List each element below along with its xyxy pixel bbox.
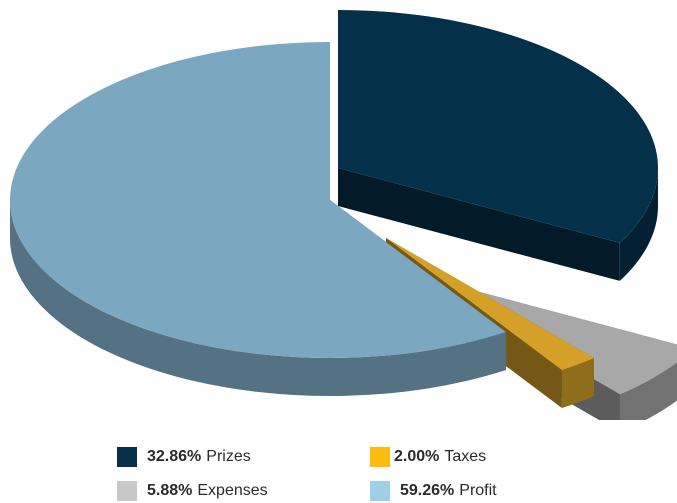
- pie-side-profit: [10, 200, 506, 397]
- legend-item-prizes: 32.86% Prizes: [117, 447, 251, 467]
- legend-item-expenses: 5.88% Expenses: [117, 481, 268, 501]
- legend-swatch-expenses: [117, 481, 137, 501]
- pie-side-taxes: [561, 358, 594, 409]
- legend-value-taxes: 2.00%: [394, 448, 440, 465]
- pie-slice-profit: [9, 42, 506, 397]
- pie-side-prizes: [619, 168, 658, 281]
- legend-label-taxes: Taxes: [444, 448, 487, 465]
- pie-chart: [9, 10, 677, 420]
- legend-value-prizes: 32.86%: [147, 448, 202, 465]
- legend-swatch-taxes: [370, 447, 390, 467]
- pie-side-expenses: [619, 362, 677, 420]
- pie-slice-prizes: [338, 10, 658, 281]
- legend-label-prizes: Prizes: [206, 448, 251, 465]
- pie-top-profit: [9, 42, 506, 358]
- pie-top-taxes: [386, 238, 594, 371]
- legend-value-profit: 59.26%: [400, 482, 455, 499]
- legend-swatch-prizes: [117, 447, 137, 467]
- legend-item-profit: 59.26% Profit: [370, 481, 497, 501]
- legend-swatch-profit: [370, 481, 390, 501]
- legend-item-taxes: 2.00% Taxes: [370, 447, 486, 467]
- legend-label-expenses: Expenses: [197, 482, 268, 499]
- pie-top-prizes: [338, 10, 658, 243]
- legend-label-profit: Profit: [459, 482, 497, 499]
- legend-value-expenses: 5.88%: [147, 482, 193, 499]
- pie-wall-prizes-end: [338, 168, 620, 281]
- chart-legend: 32.86% Prizes 2.00% Taxes 5.88% Expenses…: [0, 435, 677, 503]
